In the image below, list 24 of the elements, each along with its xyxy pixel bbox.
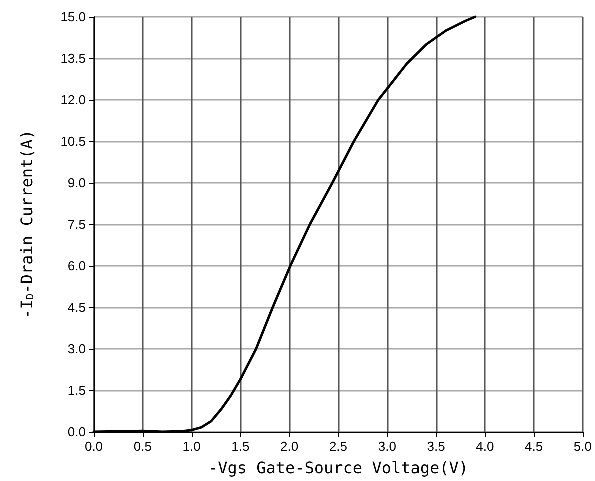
y-tick-label: 9.0 xyxy=(68,176,86,190)
y-tick-label: 4.5 xyxy=(68,300,86,315)
y-tick-label: 7.5 xyxy=(68,217,86,232)
x-tick-label: 4.5 xyxy=(525,439,544,454)
x-tick-label: 1.5 xyxy=(232,439,250,454)
y-tick-label: 10.5 xyxy=(60,134,86,149)
y-tick-label: 6.0 xyxy=(68,258,86,274)
y-tick-label: 13.5 xyxy=(60,51,86,66)
x-tick-label: 3.0 xyxy=(378,439,396,454)
x-tick-label: 0.0 xyxy=(84,439,104,454)
x-tick-label: 2.0 xyxy=(280,439,299,454)
x-tick-label: 4.0 xyxy=(476,439,494,454)
y-tick-label: 3.0 xyxy=(68,342,86,356)
x-tick-label: 1.0 xyxy=(182,439,201,454)
y-tick-label: 0.0 xyxy=(68,424,86,440)
y-tick-label: 15.0 xyxy=(60,10,86,24)
x-tick-label: 5.0 xyxy=(574,439,592,454)
x-tick-label: 3.5 xyxy=(427,439,446,454)
y-tick-label: 1.5 xyxy=(68,383,86,398)
y-axis-title: -ID-Drain Current(A) xyxy=(18,130,36,320)
x-tick-label: 2.5 xyxy=(329,439,348,454)
x-axis-title: -Vgs Gate-Source Voltage(V) xyxy=(208,458,469,478)
y-tick-label: 12.0 xyxy=(60,92,86,108)
x-tick-label: 0.5 xyxy=(134,439,152,454)
